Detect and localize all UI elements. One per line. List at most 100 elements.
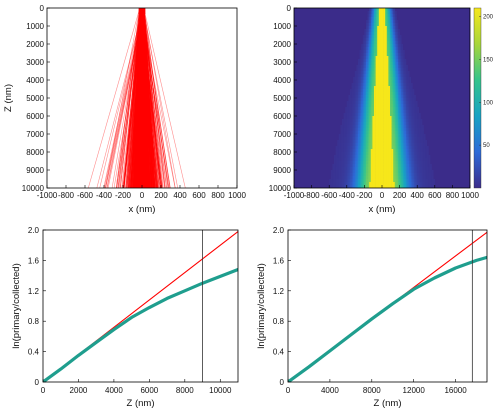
heatmap-cell [394,80,397,84]
heatmap-cell [412,170,415,174]
heatmap-cell [388,8,391,12]
heatmap-cell [401,164,404,168]
heatmap-cell [375,98,378,102]
heatmap-cell [330,170,333,174]
heatmap-cell [378,89,381,93]
heatmap-cell [382,119,384,123]
heatmap-cell [428,164,431,168]
heatmap-cell [415,128,418,132]
heatmap-cell [414,167,416,171]
heatmap-cell [386,125,389,129]
heatmap-cell [369,71,372,75]
heatmap-cell [394,35,397,39]
heatmap-cell [412,92,415,96]
heatmap-cell [398,65,400,69]
heatmap-cell [367,146,370,150]
heatmap-cell [407,101,410,105]
heatmap-cell [350,98,352,102]
heatmap-cell [415,185,418,188]
heatmap-cell [423,167,426,171]
trajectory-line [137,8,141,188]
heatmap-cell [369,89,372,93]
heatmap-cell [398,35,400,39]
heatmap-cell [358,185,360,188]
heatmap-cell [417,152,420,156]
y-tick-label: 2000 [26,40,44,49]
heatmap-cell [362,125,365,129]
heatmap-cell [393,125,396,129]
heatmap-cell [383,53,386,57]
heatmap-cell [350,116,352,120]
heatmap-cell [369,86,372,90]
heatmap-cell [410,92,413,96]
heatmap-cell [340,182,343,186]
heatmap-cell [361,62,364,66]
heatmap-cell [335,170,338,174]
heatmap-cell [380,83,383,87]
heatmap-cell [391,143,394,147]
heatmap-cell [418,119,421,123]
heatmap-cell [354,107,357,111]
heatmap-cell [402,122,405,126]
heatmap-cell [372,92,375,96]
heatmap-cell [431,170,434,174]
heatmap-cell [350,89,352,93]
heatmap-cell [342,158,344,162]
heatmap-cell [396,173,399,177]
heatmap-cell [420,176,423,180]
heatmap-cell [356,182,359,186]
heatmap-cell [374,173,376,177]
heatmap-cell [375,185,378,188]
heatmap-cell [366,29,368,33]
heatmap-cell [390,98,392,102]
heatmap-cell [386,104,389,108]
x-tick-label: 0 [140,191,145,200]
heatmap-cell [386,182,389,186]
heatmap-cell [359,176,362,180]
heatmap-cell [414,110,416,114]
heatmap-cell [385,155,388,159]
heatmap-cell [420,119,423,123]
heatmap-cell [337,182,340,186]
heatmap-cell [390,59,392,63]
heatmap-cell [406,113,408,117]
heatmap-cell [383,29,386,33]
heatmap-cell [377,62,380,66]
heatmap-cell [383,62,386,66]
heatmap-cell [404,137,407,141]
heatmap-cell [388,62,391,66]
trajectory-line [137,8,143,188]
heatmap-cell [348,182,351,186]
heatmap-cell [399,125,402,129]
heatmap-cell [409,125,412,129]
heatmap-cell [412,155,415,159]
heatmap-cell [417,161,420,165]
heatmap-cell [343,152,346,156]
heatmap-cell [393,83,396,87]
heatmap-cell [420,167,423,171]
heatmap-cell [366,89,368,93]
heatmap-cell [350,113,352,117]
heatmap-cell [402,149,405,153]
heatmap-cell [410,86,413,90]
heatmap-cell [390,14,392,18]
heatmap-cell [393,50,396,54]
heatmap-cell [391,89,394,93]
heatmap-cell [398,173,400,177]
heatmap-cell [404,185,407,188]
heatmap-cell [409,158,412,162]
heatmap-cell [401,134,404,138]
heatmap-cell [406,137,408,141]
heatmap-cell [386,38,389,42]
heatmap-cell [358,182,360,186]
heatmap-cell [398,110,400,114]
heatmap-cell [370,77,373,81]
heatmap-cell [354,149,357,153]
heatmap-cell [361,164,364,168]
heatmap-cell [382,167,384,171]
heatmap-cell [358,98,360,102]
heatmap-cell [361,134,364,138]
heatmap-cell [378,29,381,33]
heatmap-cell [390,152,392,156]
heatmap-cell [362,152,365,156]
